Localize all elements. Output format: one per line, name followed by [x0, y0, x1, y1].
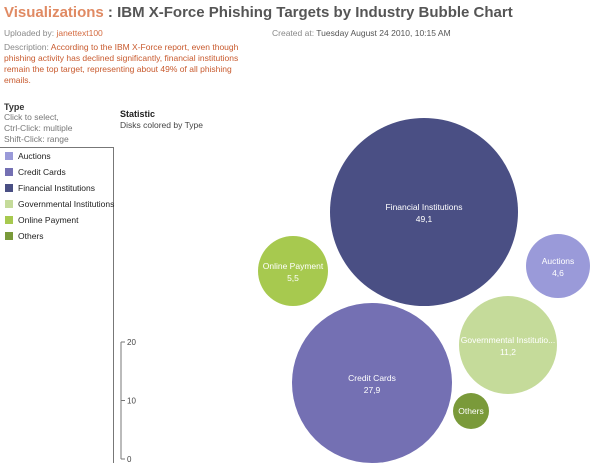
statistic-subheading: Disks colored by Type — [120, 120, 203, 130]
type-hint-select: Click to select, — [4, 112, 59, 122]
bubble-disk — [459, 296, 557, 394]
statistic-panel: Statistic Disks colored by Type — [120, 109, 203, 130]
page-title: Visualizations : IBM X-Force Phishing Ta… — [4, 4, 596, 21]
bubble-disk — [453, 393, 489, 429]
uploader-link[interactable]: janettext100 — [56, 28, 103, 38]
bubble[interactable]: Others — [453, 393, 489, 429]
legend-swatch — [5, 200, 13, 208]
legend-label: Online Payment — [18, 215, 79, 225]
bubble-disk — [526, 234, 590, 298]
type-filter-panel: Type Click to select, Ctrl-Click: multip… — [4, 102, 116, 145]
legend-swatch — [5, 216, 13, 224]
description-text: According to the IBM X-Force report, eve… — [4, 42, 239, 85]
legend-swatch — [5, 152, 13, 160]
legend-label: Financial Institutions — [18, 183, 96, 193]
bubble[interactable]: Credit Cards 27,9 — [292, 303, 452, 463]
size-scale: 20 10 0 — [120, 338, 136, 464]
type-hint-shift: Shift-Click: range — [4, 134, 69, 144]
bubble-label: Financial Institutions — [385, 202, 462, 212]
bubble-label: Online Payment — [263, 261, 324, 271]
bubble[interactable]: Auctions 4,6 — [526, 234, 590, 298]
type-hint-ctrl: Ctrl-Click: multiple — [4, 123, 73, 133]
legend-item[interactable]: Auctions — [0, 148, 113, 164]
page-header: Visualizations : IBM X-Force Phishing Ta… — [4, 4, 596, 21]
bubble-label: Governmental Institutio... — [461, 335, 556, 345]
title-separator: : — [103, 4, 118, 21]
bubble-label: Auctions — [542, 256, 575, 266]
scale-tick-label: 0 — [127, 455, 132, 464]
bubble[interactable]: Governmental Institutio... 11,2 — [459, 296, 557, 394]
bubble-disk — [292, 303, 452, 463]
type-heading: Type — [4, 102, 25, 112]
bubble-value: 5,5 — [287, 273, 299, 283]
legend-label: Others — [18, 231, 44, 241]
legend-swatch — [5, 184, 13, 192]
uploaded-label: Uploaded by: — [4, 28, 55, 38]
scale-tick-label: 10 — [127, 397, 136, 406]
type-legend-list[interactable]: Auctions Credit Cards Financial Institutio… — [0, 147, 114, 463]
visualizations-link[interactable]: Visualizations — [4, 4, 104, 21]
uploaded-by: Uploaded by: janettext100 — [4, 28, 103, 38]
bubble-disk — [258, 236, 328, 306]
bubble-disk — [330, 118, 518, 306]
legend-swatch — [5, 232, 13, 240]
created-label: Created at: — [272, 28, 315, 38]
visualization-title: IBM X-Force Phishing Targets by Industry… — [117, 4, 513, 21]
bubble[interactable]: Financial Institutions 49,1 — [330, 118, 518, 306]
legend-item[interactable]: Others — [0, 228, 113, 244]
bubble-label: Others — [458, 406, 484, 416]
bubble-value: 4,6 — [552, 268, 564, 278]
legend-item[interactable]: Credit Cards — [0, 164, 113, 180]
bubble-value: 27,9 — [364, 385, 381, 395]
legend-label: Credit Cards — [18, 167, 66, 177]
legend-item[interactable]: Governmental Institutions — [0, 196, 115, 212]
bubble[interactable]: Online Payment 5,5 — [258, 236, 328, 306]
description: Description: According to the IBM X-Forc… — [4, 42, 250, 86]
legend-item[interactable]: Financial Institutions — [0, 180, 113, 196]
bubble-label: Credit Cards — [348, 373, 396, 383]
scale-tick-label: 20 — [127, 338, 136, 347]
legend-item[interactable]: Online Payment — [0, 212, 113, 228]
legend-swatch — [5, 168, 13, 176]
bubble-value: 11,2 — [500, 347, 516, 357]
description-label: Description: — [4, 42, 49, 52]
created-value: Tuesday August 24 2010, 10:15 AM — [316, 28, 451, 38]
created-at: Created at: Tuesday August 24 2010, 10:1… — [272, 28, 451, 38]
legend-label: Auctions — [18, 151, 51, 161]
bubble-value: 49,1 — [416, 214, 433, 224]
statistic-heading: Statistic — [120, 109, 156, 119]
legend-label: Governmental Institutions — [18, 199, 115, 209]
